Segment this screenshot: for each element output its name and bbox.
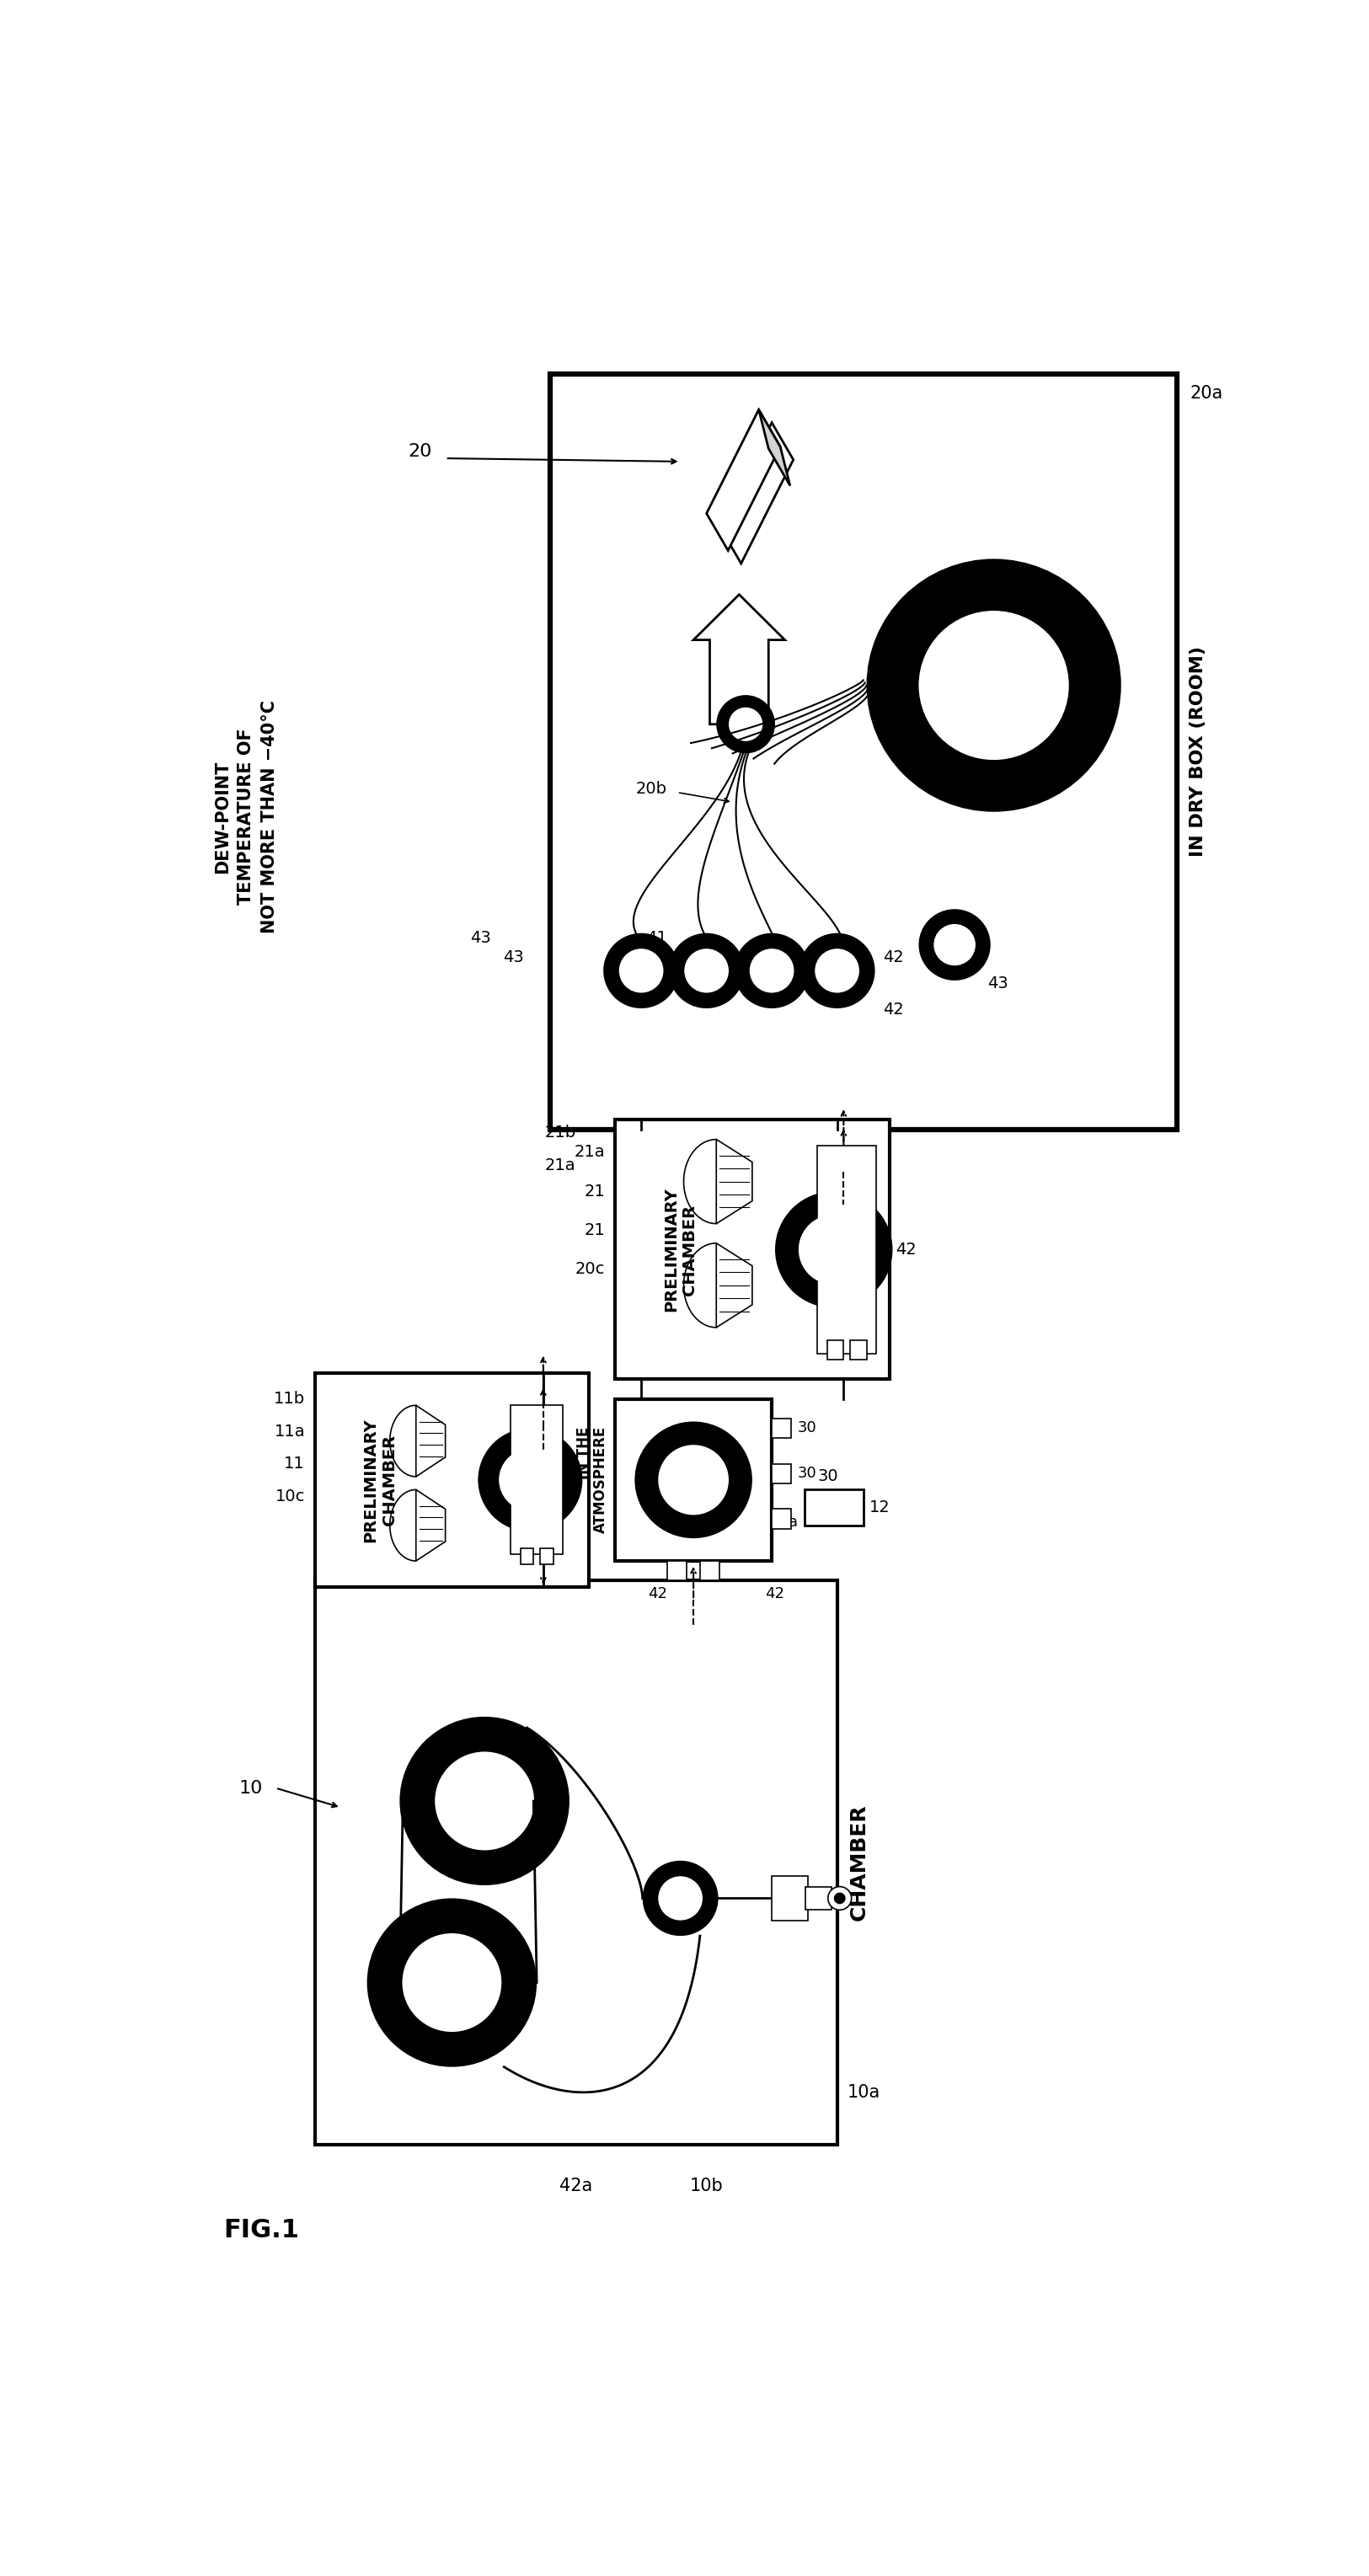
Text: 21a: 21a	[545, 1157, 576, 1172]
Polygon shape	[720, 422, 794, 564]
Text: 20c: 20c	[575, 1262, 605, 1278]
Text: 10: 10	[238, 1780, 263, 1795]
Text: 43: 43	[987, 976, 1008, 992]
Bar	[805, 1489, 864, 1525]
Circle shape	[367, 1899, 537, 2066]
Bar	[806, 1888, 832, 1909]
Polygon shape	[758, 410, 790, 487]
Polygon shape	[716, 1139, 752, 1224]
Text: 11: 11	[285, 1455, 305, 1471]
Circle shape	[835, 1893, 845, 1904]
Text: 43: 43	[470, 930, 491, 945]
Text: 30: 30	[798, 1419, 817, 1435]
Circle shape	[642, 1860, 719, 1937]
Bar	[667, 1561, 687, 1582]
Bar	[772, 1419, 791, 1437]
Bar	[827, 1340, 843, 1360]
Text: 43: 43	[502, 951, 524, 966]
Circle shape	[635, 1422, 752, 1538]
Circle shape	[658, 1875, 702, 1919]
FancyArrow shape	[694, 595, 784, 724]
Bar	[315, 1582, 836, 2146]
Circle shape	[716, 696, 775, 752]
Circle shape	[728, 708, 763, 742]
Bar	[772, 1875, 808, 1922]
Bar	[511, 1406, 563, 1553]
Bar	[615, 1121, 890, 1378]
Text: 21a: 21a	[575, 1144, 605, 1159]
Circle shape	[400, 1716, 570, 1886]
Bar	[550, 374, 1176, 1131]
Circle shape	[658, 1445, 728, 1515]
Polygon shape	[416, 1406, 445, 1476]
Circle shape	[798, 1216, 869, 1285]
Circle shape	[867, 559, 1121, 811]
Circle shape	[402, 1935, 501, 2032]
Polygon shape	[416, 1489, 445, 1561]
Text: 10c: 10c	[275, 1489, 305, 1504]
Bar	[772, 1463, 791, 1484]
Text: 42: 42	[765, 1587, 784, 1602]
Text: 30: 30	[817, 1468, 838, 1484]
Text: 42: 42	[895, 1242, 917, 1257]
Circle shape	[919, 611, 1069, 760]
Text: 21: 21	[585, 1182, 605, 1200]
Circle shape	[734, 933, 809, 1007]
Circle shape	[828, 1886, 852, 1909]
Text: CHAMBER: CHAMBER	[849, 1803, 869, 1922]
Bar	[772, 1510, 791, 1528]
Text: 42: 42	[883, 951, 904, 966]
Text: IN DRY BOX (ROOM): IN DRY BOX (ROOM)	[1190, 647, 1206, 858]
Bar	[700, 1561, 720, 1582]
Circle shape	[604, 933, 679, 1007]
Text: RP: RP	[821, 1499, 846, 1515]
Text: 42: 42	[883, 1002, 904, 1018]
Text: PRELIMINARY
CHAMBER: PRELIMINARY CHAMBER	[363, 1417, 397, 1543]
Text: 10b: 10b	[690, 2177, 723, 2195]
Text: 30: 30	[798, 1466, 817, 1481]
Circle shape	[684, 948, 728, 992]
Text: 20a: 20a	[1190, 384, 1223, 402]
Text: 11b: 11b	[274, 1391, 305, 1406]
Text: 20: 20	[408, 443, 433, 461]
Text: 20b: 20b	[637, 781, 667, 796]
Circle shape	[934, 925, 976, 966]
Circle shape	[478, 1427, 582, 1533]
Circle shape	[619, 948, 664, 992]
Bar	[850, 1340, 867, 1360]
Text: 11a: 11a	[274, 1425, 305, 1440]
Text: 41: 41	[646, 930, 667, 945]
Text: FIG.1: FIG.1	[223, 2218, 300, 2241]
Circle shape	[498, 1448, 561, 1512]
Bar	[615, 1399, 772, 1561]
Text: 10a: 10a	[847, 2084, 880, 2102]
Circle shape	[775, 1190, 893, 1309]
Circle shape	[799, 933, 875, 1007]
Text: 12a: 12a	[769, 1515, 798, 1530]
Text: 21: 21	[585, 1221, 605, 1239]
Text: 42a: 42a	[560, 2177, 593, 2195]
Circle shape	[435, 1752, 534, 1850]
Polygon shape	[716, 1244, 752, 1327]
Text: DEW-POINT
TEMPERATURE OF
NOT MORE THAN −40°C: DEW-POINT TEMPERATURE OF NOT MORE THAN −…	[214, 701, 278, 933]
Text: 12: 12	[869, 1499, 891, 1515]
Text: 42: 42	[648, 1587, 667, 1602]
Bar	[539, 1548, 553, 1564]
Bar	[520, 1548, 534, 1564]
Bar	[817, 1146, 876, 1352]
Polygon shape	[706, 410, 780, 551]
Bar	[315, 1373, 589, 1587]
Circle shape	[668, 933, 745, 1007]
Text: IN THE
ATMOSPHERE: IN THE ATMOSPHERE	[576, 1427, 609, 1533]
Circle shape	[919, 909, 991, 981]
Circle shape	[815, 948, 860, 992]
Text: 21b: 21b	[545, 1126, 576, 1141]
Text: PRELIMINARY
CHAMBER: PRELIMINARY CHAMBER	[663, 1188, 698, 1311]
Circle shape	[750, 948, 794, 992]
